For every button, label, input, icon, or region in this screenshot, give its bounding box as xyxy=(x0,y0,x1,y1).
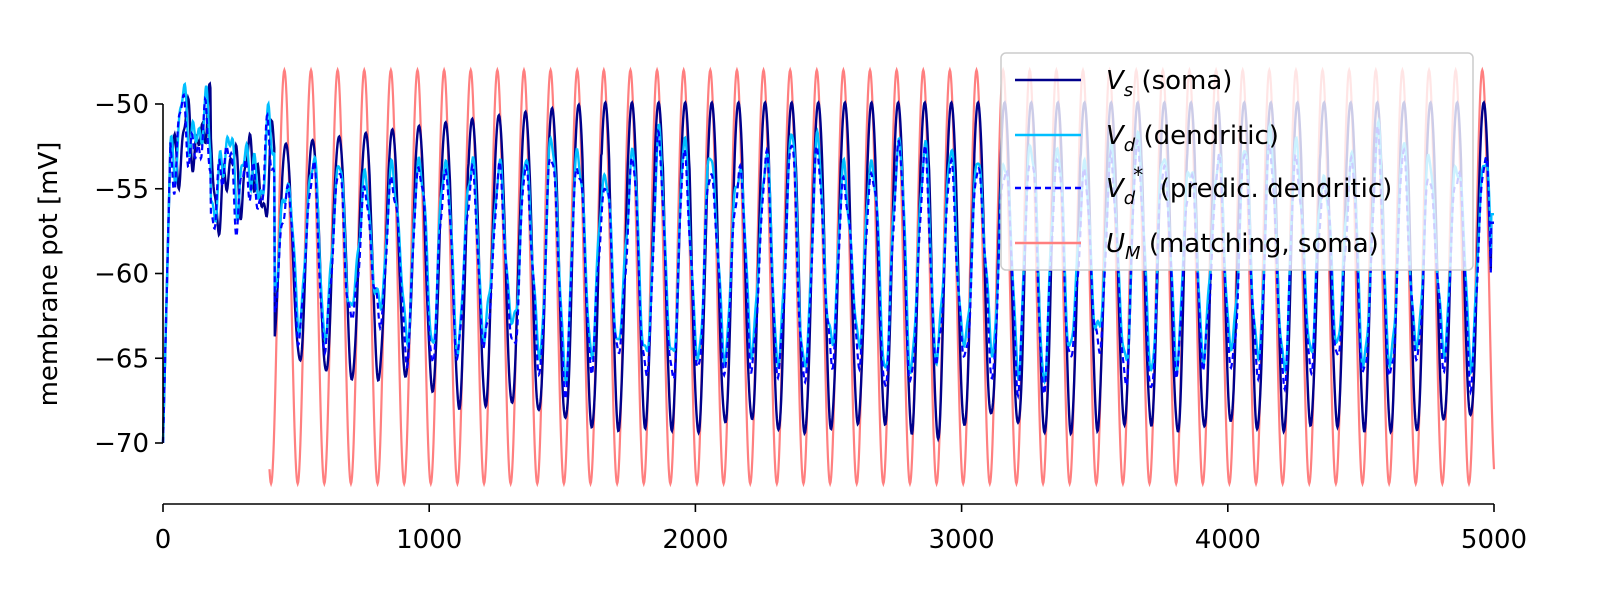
y-axis: −50 −55 −60 −65 −70 membrane pot [mV] xyxy=(34,90,164,459)
legend-entry: Vd (dendritic) xyxy=(1015,121,1279,156)
legend-items: Vs (soma) Vd (dendritic) Vd* (predic. dend… xyxy=(1015,66,1392,264)
x-tick-label: 3000 xyxy=(929,525,995,555)
legend-entry: Vs (soma) xyxy=(1015,66,1232,101)
y-axis-label: membrane pot [mV] xyxy=(34,142,64,407)
x-tick-label: 0 xyxy=(155,525,172,555)
y-tick-label: −70 xyxy=(94,429,149,459)
x-ticks: 0 1000 2000 3000 4000 5000 xyxy=(155,504,1527,555)
legend-label: Vs (soma) xyxy=(1106,66,1232,101)
x-axis: 0 1000 2000 3000 4000 5000 xyxy=(155,503,1527,555)
y-tick-label: −65 xyxy=(94,344,149,374)
legend-label: UM (matching, soma) xyxy=(1106,229,1379,264)
legend-label: Vd (dendritic) xyxy=(1106,121,1279,156)
x-tick-label: 5000 xyxy=(1461,525,1527,555)
x-tick-label: 2000 xyxy=(662,525,728,555)
x-tick-label: 1000 xyxy=(396,525,462,555)
y-tick-label: −60 xyxy=(94,260,149,290)
y-tick-label: −50 xyxy=(94,90,149,120)
legend-entry: Vd* (predic. dendritic) xyxy=(1015,163,1392,209)
legend-entry: UM (matching, soma) xyxy=(1015,229,1379,264)
y-ticks: −50 −55 −60 −65 −70 xyxy=(94,90,163,459)
legend-box xyxy=(1000,52,1474,271)
y-tick-label: −55 xyxy=(94,175,149,205)
legend-label: Vd* (predic. dendritic) xyxy=(1106,163,1392,209)
legend: Vs (soma) Vd (dendritic) Vd* (predic. dend… xyxy=(1000,52,1474,271)
x-tick-label: 4000 xyxy=(1195,525,1261,555)
